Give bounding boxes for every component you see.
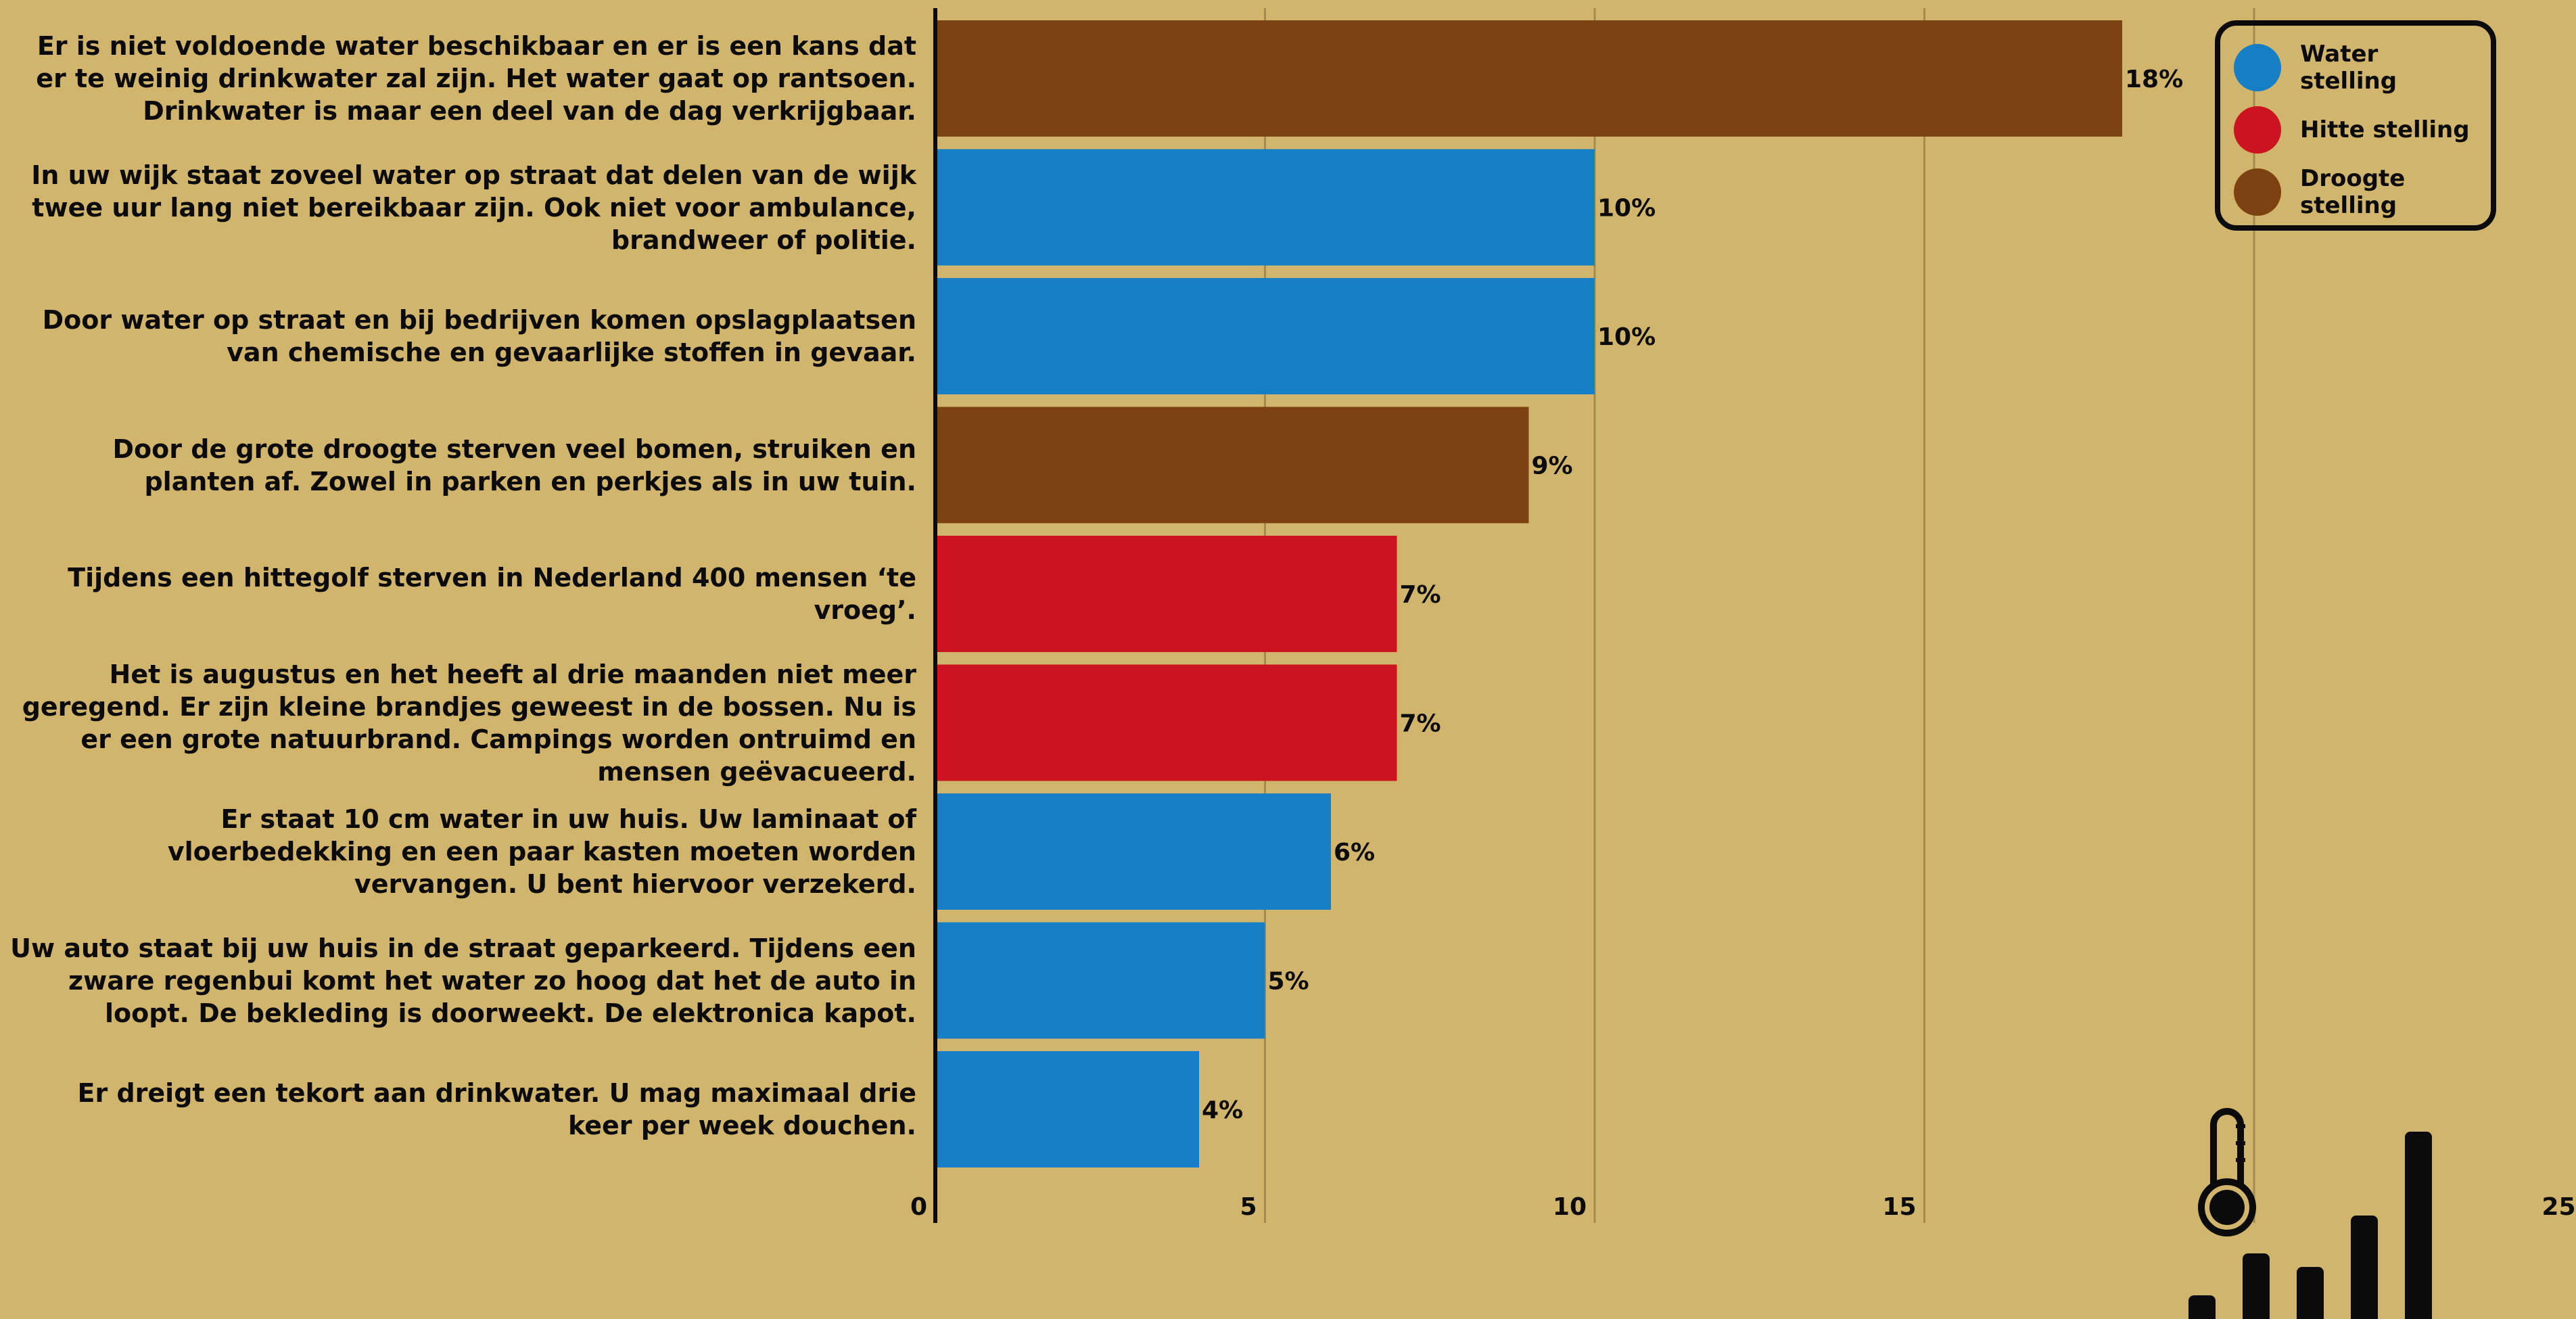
legend-label-droogte: Droogte stelling	[2300, 165, 2406, 219]
bar	[937, 149, 1595, 266]
bar-chart-icon	[2188, 1132, 2432, 1319]
bar	[937, 664, 1397, 781]
x-tick-label: 25	[2542, 1193, 2575, 1221]
value-labels: 18% 10% 10% 9% 7% 7% 6% 5% 4%	[1202, 66, 2183, 1124]
bar-value-label: 4%	[1202, 1096, 1243, 1124]
bar-value-label: 7%	[1400, 581, 1441, 609]
bar	[937, 536, 1397, 652]
x-tick-label: 10	[1553, 1193, 1587, 1221]
category-label: Tijdens een hittegolf sterven in Nederla…	[68, 563, 916, 625]
bar-value-label: 10%	[1597, 195, 1656, 223]
legend-swatch-droogte	[2234, 168, 2281, 216]
bars	[937, 20, 2122, 1167]
x-tick-labels: 0510152025	[910, 1193, 2576, 1221]
bar-value-label: 6%	[1334, 839, 1375, 866]
bar	[937, 20, 2122, 137]
category-label: Er is niet voldoende water beschikbaar e…	[36, 31, 916, 126]
bar-value-label: 5%	[1268, 968, 1309, 996]
legend-swatch-water	[2234, 44, 2281, 91]
category-label: Door water op straat en bij bedrijven ko…	[42, 305, 916, 367]
bar-value-label: 18%	[2125, 66, 2183, 93]
bar	[937, 1051, 1199, 1167]
x-tick-label: 5	[1240, 1193, 1257, 1221]
legend-item-hitte: Hitte stelling	[2234, 99, 2477, 161]
x-tick-label: 15	[1882, 1193, 1916, 1221]
bar	[937, 407, 1529, 524]
legend-label-water: Water stelling	[2300, 41, 2397, 95]
bar	[937, 793, 1331, 910]
category-label: Uw auto staat bij uw huis in de straat g…	[10, 933, 916, 1028]
category-label: Het is augustus en het heeft al drie maa…	[22, 659, 916, 787]
legend-item-water: Water stelling	[2234, 37, 2477, 99]
category-label: In uw wijk staat zoveel water op straat …	[31, 160, 916, 255]
legend-label-hitte: Hitte stelling	[2300, 116, 2470, 143]
bar	[937, 278, 1595, 394]
x-tick-label: 0	[910, 1193, 927, 1221]
legend-swatch-hitte	[2234, 106, 2281, 154]
bar-value-label: 9%	[1532, 453, 1573, 480]
legend: Water stelling Hitte stelling Droogte st…	[2215, 20, 2496, 231]
category-label: Er staat 10 cm water in uw huis. Uw lami…	[167, 804, 916, 899]
bar	[937, 922, 1265, 1039]
category-label: Door de grote droogte sterven veel bomen…	[112, 434, 916, 496]
bar-value-label: 7%	[1400, 710, 1441, 738]
bar-value-label: 10%	[1597, 323, 1656, 351]
legend-item-droogte: Droogte stelling	[2234, 161, 2477, 223]
category-label: Er dreigt een tekort aan drinkwater. U m…	[77, 1078, 916, 1140]
thermometer-icon	[2198, 1108, 2256, 1236]
